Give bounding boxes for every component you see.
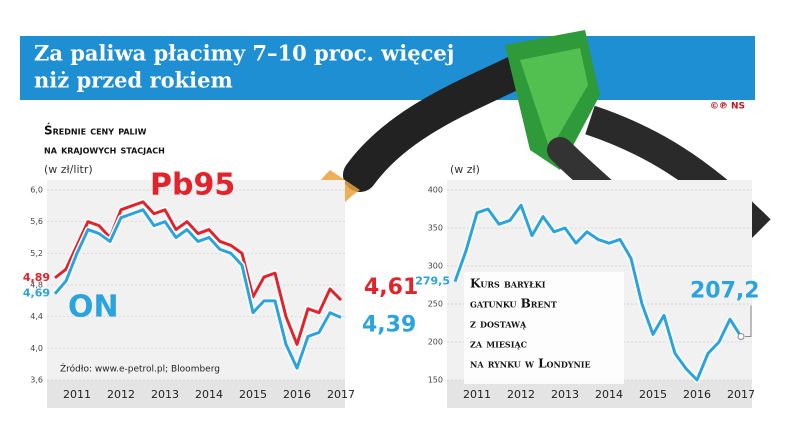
x-tick-label: 2014 — [195, 388, 223, 401]
annotation: na rynku w Londynie — [470, 357, 591, 371]
x-tick-label: 2012 — [507, 388, 535, 401]
title: Za paliwa płacimy 7–10 proc. więcej — [34, 41, 454, 66]
y-tick-label: 150 — [428, 376, 443, 385]
value-label: 207,2 — [690, 279, 760, 304]
x-tick-label: 2017 — [327, 388, 355, 401]
series-label: Pb95 — [150, 168, 235, 203]
label-leader — [745, 305, 752, 338]
annotation: z dostawą — [470, 317, 527, 331]
value-label: 279,5 — [415, 275, 450, 288]
y-tick-label: 400 — [428, 186, 443, 195]
annotation-box — [464, 272, 624, 384]
series-label: ON — [68, 290, 119, 325]
x-tick-label: 2011 — [463, 388, 491, 401]
x-tick-label: 2012 — [107, 388, 135, 401]
y-tick-label: 350 — [428, 224, 443, 233]
source: Źródło: www.e-petrol.pl; Bloomberg — [60, 363, 220, 375]
y-tick-label: 3,6 — [30, 376, 43, 385]
title: niż przed rokiem — [34, 68, 233, 93]
annotation: gatunku Brent — [470, 297, 557, 311]
x-tick-label: 2015 — [639, 388, 667, 401]
y-tick-label: 200 — [428, 338, 443, 347]
value-label: 4,89 — [23, 271, 50, 284]
y-tick-label: 300 — [428, 262, 443, 271]
y-tick-label: 250 — [428, 300, 443, 309]
x-tick-label: 2013 — [151, 388, 179, 401]
y-tick-label: 4,0 — [30, 344, 43, 353]
chart-title: na krajowych stacjach — [44, 143, 165, 157]
chart-title: Średnie ceny paliw — [44, 123, 147, 138]
unit-label: (w zł/litr) — [44, 163, 93, 176]
series-line — [54, 200, 343, 346]
x-tick-label: 2014 — [595, 388, 623, 401]
value-label: 4,61 — [364, 275, 418, 300]
y-tick-label: 4,4 — [30, 312, 43, 321]
x-tick-label: 2013 — [551, 388, 579, 401]
y-tick-label: 6,0 — [30, 186, 43, 195]
x-tick-label: 2011 — [63, 388, 91, 401]
y-tick-label: 4,8 — [30, 281, 43, 290]
series-line — [453, 203, 743, 382]
unit-label: (w zł) — [450, 163, 480, 176]
x-tick-label: 2017 — [727, 388, 755, 401]
x-axis-band — [47, 380, 345, 408]
x-axis-band — [447, 380, 752, 408]
x-tick-label: 2015 — [239, 388, 267, 401]
x-tick-label: 2016 — [683, 388, 711, 401]
value-label: 4,69 — [23, 287, 50, 300]
value-label: 4,39 — [362, 312, 416, 337]
annotation: Kurs baryłki — [470, 277, 546, 291]
credit: ©℗ NS — [710, 102, 745, 112]
x-tick-label: 2016 — [283, 388, 311, 401]
y-tick-label: 5,2 — [30, 249, 43, 258]
series-line — [53, 208, 342, 370]
annotation: za miesiąc — [470, 337, 527, 351]
end-point — [737, 333, 745, 341]
y-tick-label: 5,6 — [30, 217, 43, 226]
title-banner — [20, 36, 755, 100]
